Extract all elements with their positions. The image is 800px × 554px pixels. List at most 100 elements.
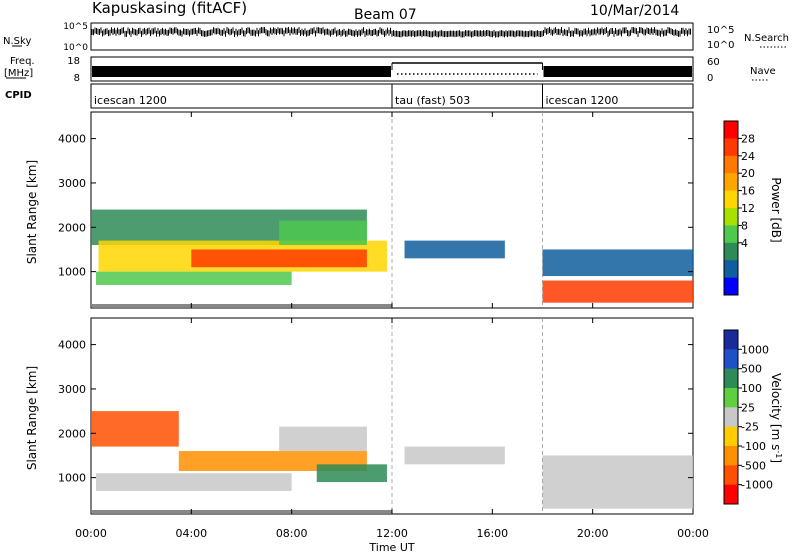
power-colorbar-tick-label-4: 12 [741, 202, 755, 215]
velocity-colorbar-swatch-7 [724, 465, 738, 485]
power-colorbar-swatch-2 [724, 155, 738, 174]
velocity-colorbar-tick-label-6: -500 [741, 459, 766, 472]
power-colorbar-swatch-4 [724, 190, 738, 209]
nsky-trace [91, 27, 691, 38]
velocity-colorbar-tick-label-7: -1000 [741, 479, 773, 492]
power-ytick-label-2: 3000 [58, 177, 86, 190]
nave-label: Nave [750, 66, 776, 77]
freq-left-tick-top: 18 [67, 56, 80, 67]
x-tick-label-2: 08:00 [276, 527, 308, 540]
power-ytick-label-0: 1000 [58, 266, 86, 279]
power-colorbar-tick-label-5: 8 [741, 219, 748, 232]
velocity-region-3 [96, 473, 292, 491]
velocity-ylabel: Slant Range [km] [25, 366, 39, 470]
velocity-region-0 [91, 411, 179, 447]
velocity-ground-strip [92, 510, 392, 513]
nsky-right-tick-bottom: 10^0 [707, 40, 734, 51]
velocity-colorbar-swatch-5 [724, 426, 738, 447]
velocity-region-4 [316, 464, 387, 483]
freq-label-1: Freq. [10, 56, 35, 67]
x-tick-label-6: 00:00 [677, 527, 709, 540]
velocity-region-2 [279, 426, 367, 452]
velocity-colorbar-label-text: Velocity [m s [769, 373, 783, 450]
velocity-panel: Slant Range [km] 1000 2000 3000 4000 [25, 317, 694, 515]
velocity-colorbar-tick-label-5: -100 [741, 440, 766, 453]
velocity-colorbar: Velocity [m s-1] 1000 500 100 25 -25 -100 -500… [723, 329, 784, 505]
x-tick-label-1: 04:00 [175, 527, 207, 540]
freq-panel-frame [90, 56, 694, 82]
freq-block-0 [92, 66, 391, 77]
nsky-left-tick-top: 10^5 [63, 22, 88, 32]
power-colorbar-tick-label-1: 24 [741, 150, 755, 163]
cpid-label: CPID [5, 90, 32, 101]
velocity-colorbar-tick-label-2: 100 [741, 382, 762, 395]
velocity-ytick-label-3: 4000 [58, 339, 86, 352]
power-ytick-label-3: 4000 [58, 133, 86, 146]
freq-right-tick-bottom: 0 [707, 73, 713, 84]
power-ytick-label-1: 2000 [58, 221, 86, 234]
nsearch-label: N.Search [744, 33, 789, 44]
cpid-segment-label-0: icescan 1200 [94, 94, 167, 107]
power-colorbar-swatch-6 [724, 225, 738, 244]
power-colorbar-swatch-1 [724, 138, 738, 157]
velocity-region-6 [542, 455, 693, 509]
station-title: Kapuskasing (fitACF) [92, 0, 247, 17]
power-region-6 [542, 249, 693, 277]
nsky-panel: 10^5 10^0 10^5 10^0 [63, 22, 734, 53]
power-colorbar: Power [dB] 28 24 20 16 12 8 4 [723, 120, 783, 296]
freq-block-1 [543, 66, 692, 77]
velocity-ytick-label-1: 2000 [58, 427, 86, 440]
beam-title: Beam 07 [354, 7, 417, 23]
x-tick-label-0: 00:00 [75, 527, 107, 540]
power-panel: Slant Range [km] 1000 2000 3000 4000 [25, 111, 694, 309]
power-colorbar-swatch-9 [724, 277, 738, 296]
power-colorbar-tick-label-2: 20 [741, 167, 755, 180]
velocity-ytick-label-0: 1000 [58, 472, 86, 485]
velocity-colorbar-tick-label-4: -25 [741, 421, 759, 434]
power-colorbar-swatch-3 [724, 173, 738, 191]
velocity-colorbar-label-tail: ] [769, 458, 783, 463]
velocity-colorbar-swatch-6 [724, 446, 738, 466]
power-colorbar-tick-label-0: 28 [741, 132, 755, 145]
nsky-label: N.Sky [3, 36, 31, 47]
power-colorbar-swatch-7 [724, 242, 738, 261]
nsky-left-tick-bottom: 10^0 [63, 43, 88, 53]
x-tick-label-5: 20:00 [577, 527, 609, 540]
power-region-4 [96, 271, 292, 285]
power-colorbar-swatch-0 [724, 121, 738, 139]
x-tick-label-4: 16:00 [476, 527, 508, 540]
velocity-colorbar-swatch-4 [724, 407, 738, 427]
nsky-trace-line [91, 27, 691, 38]
power-colorbar-swatch-8 [724, 260, 738, 278]
power-region-7 [542, 280, 693, 303]
power-colorbar-swatch-5 [724, 208, 738, 226]
velocity-colorbar-swatch-3 [724, 388, 738, 408]
velocity-colorbar-tick-label-1: 500 [741, 363, 762, 376]
velocity-colorbar-tick-label-0: 1000 [741, 343, 769, 356]
power-ground-strip [92, 304, 392, 307]
cpid-segment-label-2: icescan 1200 [546, 94, 619, 107]
freq-label-2: [MHz] [4, 68, 33, 79]
power-region-3 [279, 220, 367, 246]
power-ylabel: Slant Range [km] [25, 160, 39, 264]
x-axis-label: Time UT [368, 541, 414, 554]
date-title: 10/Mar/2014 [590, 3, 679, 19]
power-colorbar-tick-label-3: 16 [741, 185, 755, 198]
nsky-panel-frame [90, 22, 694, 51]
velocity-colorbar-label-exponent: -1 [775, 450, 784, 458]
cpid-segment-label-1: tau (fast) 503 [395, 94, 470, 107]
velocity-colorbar-label: Velocity [m s-1] [769, 373, 784, 463]
velocity-colorbar-swatch-1 [724, 349, 738, 369]
velocity-colorbar-swatch-8 [724, 484, 738, 505]
freq-panel: 18 8 60 0 [67, 56, 719, 84]
cpid-panel: icescan 1200 tau (fast) 503 icescan 1200 [90, 83, 694, 109]
power-region-5 [404, 240, 505, 259]
velocity-colorbar-tick-label-3: 25 [741, 401, 755, 414]
freq-right-tick-top: 60 [707, 57, 720, 68]
x-axis: Time UT 00:00 04:00 08:00 12:00 16:00 20:00 00… [75, 527, 709, 554]
velocity-colorbar-swatch-2 [724, 368, 738, 389]
power-colorbar-tick-label-6: 4 [741, 237, 748, 250]
velocity-colorbar-swatch-0 [724, 330, 738, 350]
velocity-colorbar-frame [723, 329, 739, 505]
